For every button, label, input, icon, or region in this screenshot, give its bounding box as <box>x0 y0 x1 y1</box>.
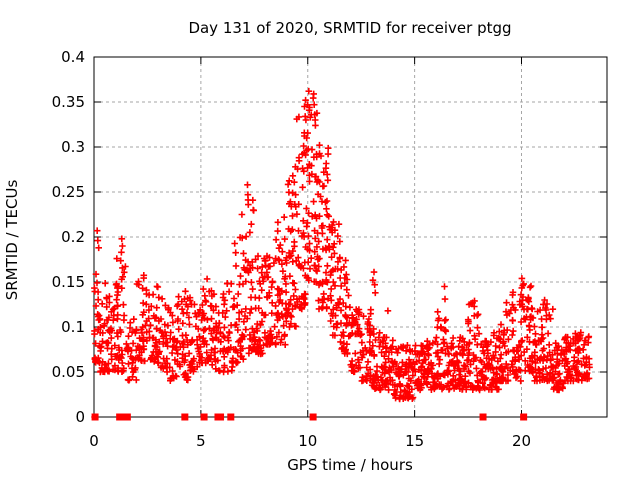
chart-title: Day 131 of 2020, SRMTID for receiver ptg… <box>188 19 511 37</box>
y-tick-label: 0.1 <box>61 318 85 336</box>
zero-flag-square <box>309 413 317 421</box>
y-axis-label: SRMTID / TECUs <box>3 180 21 301</box>
y-tick-label: 0.4 <box>61 48 85 66</box>
x-tick-label: 5 <box>196 432 206 450</box>
x-axis-label: GPS time / hours <box>287 456 413 474</box>
plot-border <box>93 56 608 418</box>
zero-flag-square <box>227 413 235 421</box>
zero-flag-square <box>181 413 189 421</box>
x-tick-label: 15 <box>405 432 424 450</box>
y-tick-label: 0.25 <box>52 183 85 201</box>
data-points <box>91 87 593 421</box>
y-tick-label: 0.2 <box>61 228 85 246</box>
zero-flag-square <box>217 413 225 421</box>
y-tick-label: 0.05 <box>52 363 85 381</box>
x-tick-label: 10 <box>298 432 317 450</box>
tick-labels: 0 5 10 15 20 0 0.05 0.1 0.15 0.2 0.25 0.3 0.35 0.4 <box>52 48 531 450</box>
zero-flag-markers <box>91 413 528 421</box>
zero-flag-square <box>91 413 99 421</box>
y-tick-label: 0.35 <box>52 93 85 111</box>
y-tick-label: 0.15 <box>52 273 85 291</box>
y-tick-label: 0.3 <box>61 138 85 156</box>
zero-flag-square <box>123 413 131 421</box>
x-tick-label: 0 <box>89 432 99 450</box>
zero-flag-square <box>200 413 208 421</box>
x-tick-label: 20 <box>512 432 531 450</box>
zero-flag-square <box>520 413 528 421</box>
y-tick-label: 0 <box>75 408 85 426</box>
zero-flag-square <box>479 413 487 421</box>
